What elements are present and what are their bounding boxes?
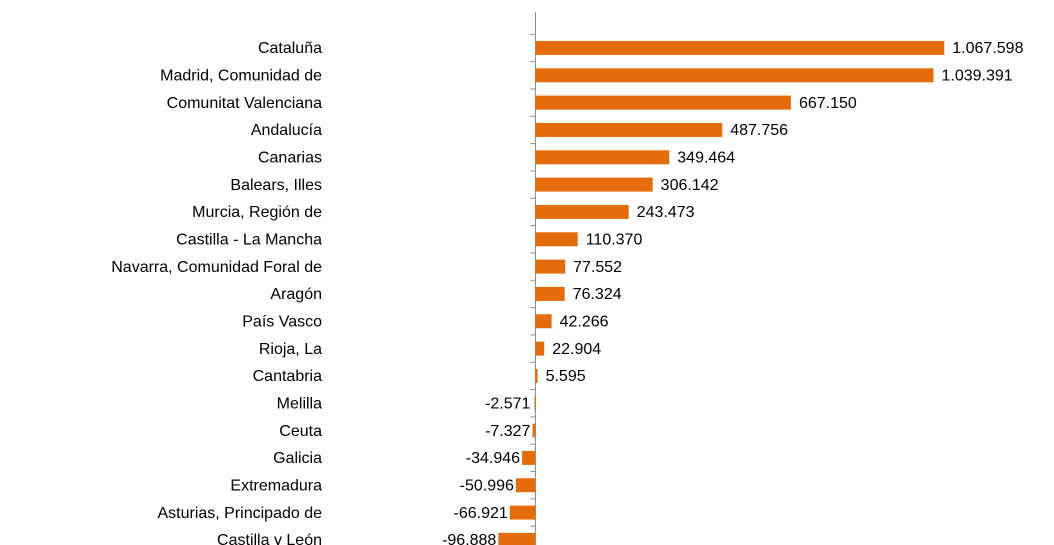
data-label: 243.473 bbox=[637, 204, 695, 221]
bar bbox=[535, 150, 670, 165]
data-label: -66.921 bbox=[454, 505, 508, 522]
category-label: Rioja, La bbox=[259, 341, 322, 358]
category-label: Aragón bbox=[270, 286, 322, 303]
bar bbox=[535, 40, 945, 55]
category-label: Melilla bbox=[277, 395, 322, 412]
data-label: 5.595 bbox=[546, 368, 586, 385]
data-label: 667.150 bbox=[799, 95, 857, 112]
data-label: 77.552 bbox=[573, 259, 622, 276]
category-label: Balears, Illes bbox=[230, 177, 322, 194]
bar bbox=[498, 532, 536, 545]
data-label: -7.327 bbox=[485, 423, 530, 440]
bar bbox=[535, 177, 653, 192]
data-label: 110.370 bbox=[586, 231, 643, 248]
category-label: País Vasco bbox=[242, 313, 322, 330]
bar bbox=[535, 314, 552, 329]
data-label: 306.142 bbox=[661, 177, 719, 194]
data-label: 1.067.598 bbox=[952, 40, 1023, 57]
category-label: Comunitat Valenciana bbox=[167, 95, 322, 112]
bar bbox=[534, 396, 536, 411]
bar bbox=[535, 232, 578, 247]
bar bbox=[535, 122, 723, 137]
category-label: Extremadura bbox=[230, 477, 322, 494]
bar bbox=[535, 341, 545, 356]
bar bbox=[535, 368, 538, 383]
bar bbox=[535, 95, 791, 110]
data-label: 487.756 bbox=[730, 122, 788, 139]
data-label: -34.946 bbox=[466, 450, 520, 467]
category-label: Castilla - La Mancha bbox=[176, 231, 322, 248]
category-label: Navarra, Comunidad Foral de bbox=[111, 259, 322, 276]
category-label: Castilla y León bbox=[217, 532, 322, 545]
data-label: -96.888 bbox=[442, 532, 496, 545]
data-label: 76.324 bbox=[573, 286, 622, 303]
data-label: -2.571 bbox=[485, 395, 530, 412]
bar bbox=[535, 204, 629, 219]
category-label: Murcia, Región de bbox=[192, 204, 322, 221]
bar bbox=[522, 450, 536, 465]
data-label: 42.266 bbox=[560, 313, 609, 330]
data-label: 22.904 bbox=[552, 341, 601, 358]
bar bbox=[535, 259, 566, 274]
bar bbox=[532, 423, 536, 438]
data-label: 1.039.391 bbox=[941, 68, 1012, 85]
bar bbox=[535, 286, 565, 301]
category-label: Ceuta bbox=[279, 423, 322, 440]
bar bbox=[515, 478, 536, 493]
category-label: Madrid, Comunidad de bbox=[160, 68, 322, 85]
bar bbox=[509, 505, 536, 520]
category-label: Canarias bbox=[258, 150, 322, 167]
data-label: -50.996 bbox=[460, 477, 514, 494]
category-label: Asturias, Principado de bbox=[157, 505, 322, 522]
category-label: Galicia bbox=[273, 450, 322, 467]
category-label: Andalucía bbox=[251, 122, 322, 139]
bar bbox=[535, 68, 934, 83]
category-label: Cataluña bbox=[258, 40, 322, 57]
data-label: 349.464 bbox=[677, 150, 735, 167]
category-label: Cantabria bbox=[253, 368, 322, 385]
